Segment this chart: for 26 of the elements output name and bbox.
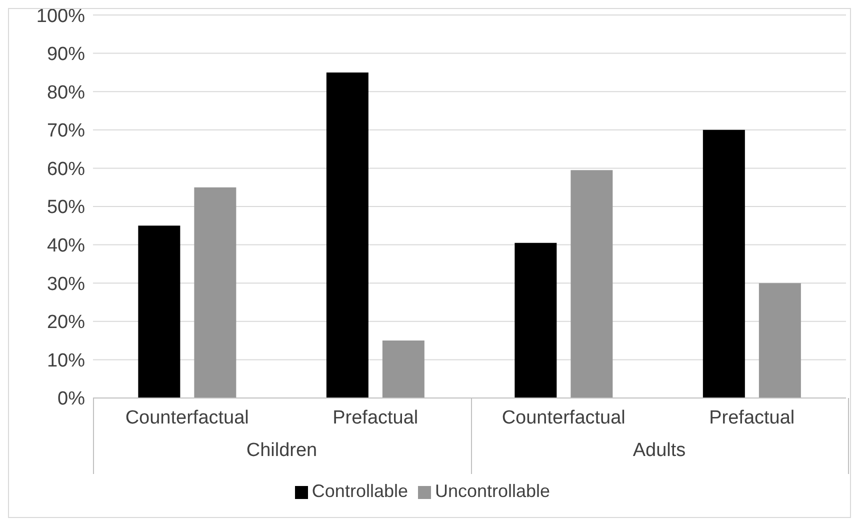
y-tick-label: 90% — [46, 44, 86, 66]
y-tick-label: 40% — [46, 236, 86, 257]
y-tick-label: 20% — [46, 312, 86, 334]
bar — [382, 340, 424, 398]
bar — [702, 130, 745, 398]
y-tick-label: 80% — [46, 82, 86, 104]
y-tick-label: 70% — [46, 120, 86, 142]
y-tick-label: 0% — [58, 388, 86, 410]
bar — [326, 72, 368, 398]
text: Adults — [632, 440, 687, 462]
x-tick-label: Prefactual — [332, 407, 418, 428]
bar — [138, 226, 180, 398]
legend-label: Controllable — [312, 481, 408, 501]
y-tick-label: 50% — [46, 197, 86, 218]
text: Children — [245, 440, 318, 462]
y-tick-label: 60% — [46, 158, 86, 180]
bar — [514, 242, 557, 398]
bar — [570, 170, 613, 398]
x-tick-label: Counterfactual — [125, 407, 249, 428]
x-tick-label: Counterfactual — [502, 407, 626, 428]
y-tick-label: 10% — [46, 350, 86, 372]
y-tick-label: 30% — [46, 274, 86, 295]
bar — [194, 187, 236, 398]
x-tick-label: Prefactual — [709, 407, 795, 428]
bar — [758, 283, 801, 398]
legend-label: Uncontrollable — [434, 481, 550, 501]
